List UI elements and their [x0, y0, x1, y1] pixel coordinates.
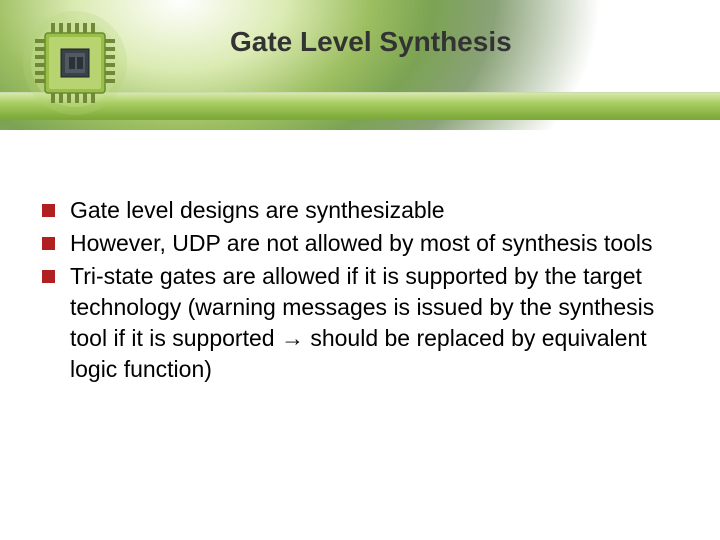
bullet-item: Tri-state gates are allowed if it is sup… [40, 261, 670, 385]
header-background: Gate Level Synthesis [0, 0, 720, 130]
bullet-list: Gate level designs are synthesizable How… [40, 195, 670, 385]
slide-body: Gate level designs are synthesizable How… [40, 195, 670, 387]
slide-title: Gate Level Synthesis [230, 26, 512, 58]
bullet-item: However, UDP are not allowed by most of … [40, 228, 670, 259]
bullet-item: Gate level designs are synthesizable [40, 195, 670, 226]
cpu-chip-icon [20, 8, 130, 118]
